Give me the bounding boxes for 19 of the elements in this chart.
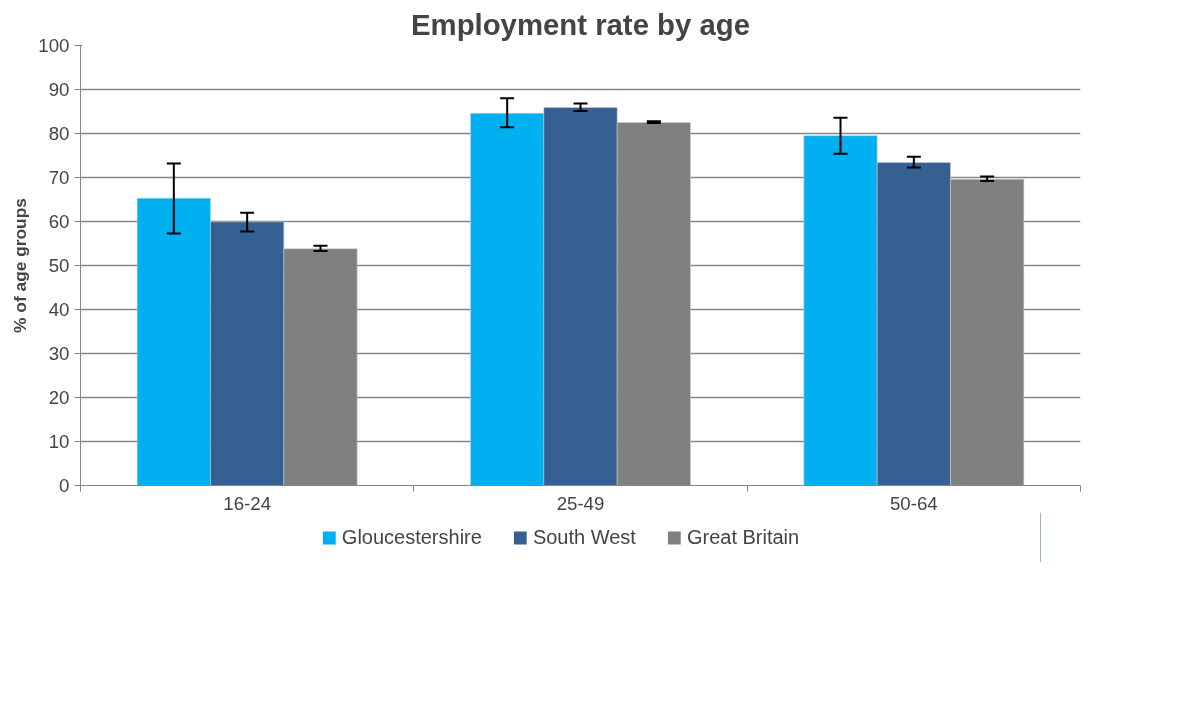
x-tick-label: 16-24 <box>223 492 272 514</box>
legend-label: Gloucestershire <box>341 525 482 549</box>
y-tick-label: 60 <box>48 211 70 232</box>
y-tick-label: 90 <box>48 79 70 100</box>
x-tick-label: 50-64 <box>889 492 938 514</box>
y-tick-label: 0 <box>59 475 70 496</box>
chart-title: Employment rate by age <box>411 7 751 41</box>
y-tick-label: 100 <box>38 35 70 56</box>
y-tick-label: 50 <box>48 255 70 276</box>
y-tick-label: 30 <box>48 343 70 364</box>
legend-label: South West <box>532 525 636 549</box>
y-tick-label: 10 <box>48 431 70 452</box>
y-tick-label: 80 <box>48 123 70 144</box>
y-tick-label: 70 <box>48 167 70 188</box>
y-tick-label: 20 <box>48 387 70 408</box>
y-tick-label: 40 <box>48 299 70 320</box>
legend-label: Great Britain <box>686 525 800 549</box>
x-tick-label: 25-49 <box>556 492 605 514</box>
y-axis-title: % of age groups <box>10 198 31 333</box>
